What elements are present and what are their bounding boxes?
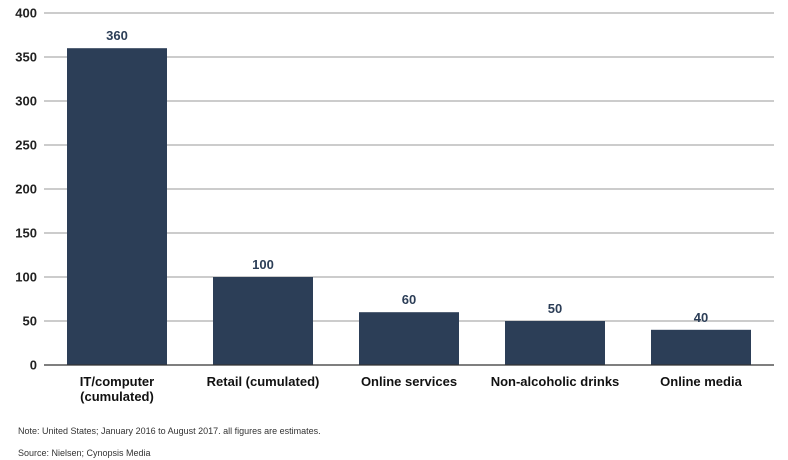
bar — [651, 329, 751, 365]
footnote-source: Source: Nielsen; Cynopsis Media — [18, 448, 151, 458]
bar — [505, 321, 605, 365]
y-tick-label: 200 — [15, 182, 37, 197]
x-category-label: Online media — [660, 374, 742, 389]
x-category-label: IT/computer (cumulated) — [80, 374, 154, 404]
y-tick-label: 100 — [15, 270, 37, 285]
y-tick-label: 150 — [15, 226, 37, 241]
x-category-label: Non-alcoholic drinks — [491, 374, 620, 389]
y-axis: 0 50 100 150 200 250 300 350 400 — [15, 6, 37, 373]
bar — [67, 48, 167, 365]
data-label: 60 — [402, 292, 416, 307]
bars — [67, 48, 751, 365]
x-category-label: Retail (cumulated) — [207, 374, 320, 389]
y-tick-label: 50 — [23, 314, 37, 329]
bar — [213, 277, 313, 365]
y-tick-label: 350 — [15, 50, 37, 65]
data-label: 50 — [548, 301, 562, 316]
footnote-note: Note: United States; January 2016 to Aug… — [18, 426, 321, 436]
bar — [359, 312, 459, 365]
y-tick-label: 300 — [15, 94, 37, 109]
data-labels: 360 100 60 50 40 — [106, 28, 708, 325]
y-tick-label: 400 — [15, 6, 37, 21]
y-tick-label: 250 — [15, 138, 37, 153]
x-category-label: Online services — [361, 374, 457, 389]
data-label: 360 — [106, 28, 128, 43]
data-label: 100 — [252, 257, 274, 272]
bar-chart: 0 50 100 150 200 250 300 350 400 360 100 60 50 40 IT… — [15, 6, 774, 404]
data-label: 40 — [694, 310, 708, 325]
x-axis: IT/computer (cumulated) Retail (cumulated)… — [44, 364, 774, 404]
y-tick-label: 0 — [30, 358, 37, 373]
